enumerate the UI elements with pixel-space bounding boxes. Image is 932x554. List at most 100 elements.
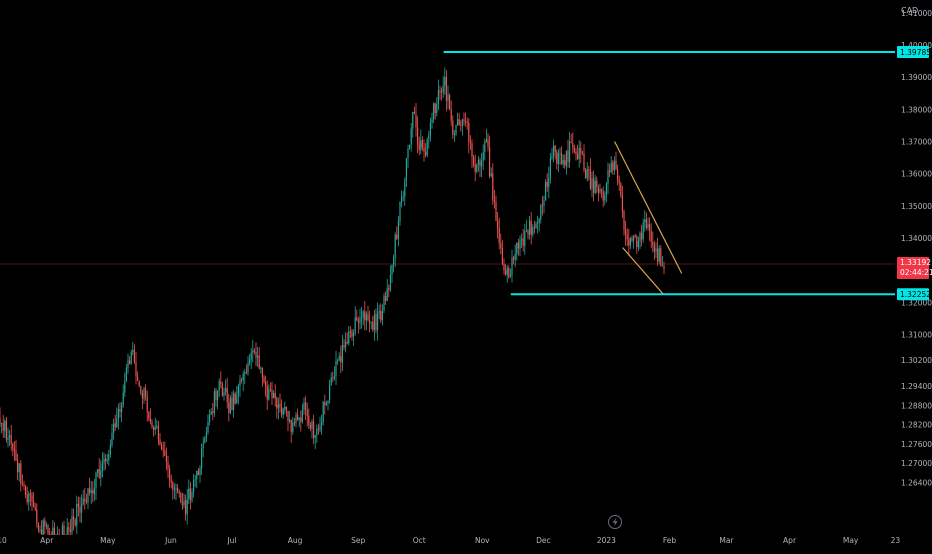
x-tick-label: Dec bbox=[536, 536, 551, 545]
candle bbox=[140, 386, 142, 394]
candle bbox=[79, 506, 81, 513]
candle bbox=[521, 238, 523, 241]
candle bbox=[634, 235, 636, 237]
candle bbox=[146, 396, 148, 412]
candle bbox=[597, 186, 599, 193]
candle bbox=[466, 121, 468, 123]
candle bbox=[407, 148, 409, 159]
candle bbox=[410, 128, 412, 145]
candle bbox=[413, 111, 415, 114]
candle bbox=[572, 143, 574, 148]
candle bbox=[68, 527, 70, 530]
candle bbox=[343, 345, 345, 348]
candle bbox=[629, 237, 631, 246]
candle bbox=[565, 150, 567, 166]
candle bbox=[76, 503, 78, 526]
candle bbox=[13, 448, 15, 452]
resistance-price-tag bbox=[897, 45, 929, 58]
candle bbox=[124, 381, 126, 393]
candle bbox=[554, 145, 556, 152]
candle bbox=[327, 400, 329, 404]
candle bbox=[385, 296, 387, 301]
lightning-icon[interactable] bbox=[608, 515, 622, 529]
candle bbox=[177, 488, 179, 492]
candle bbox=[346, 341, 348, 344]
candle bbox=[116, 418, 118, 427]
candle bbox=[396, 234, 398, 239]
candle bbox=[612, 162, 614, 171]
candle bbox=[506, 267, 508, 275]
candle bbox=[633, 235, 635, 241]
candle bbox=[209, 415, 211, 422]
y-tick-label: 1.37000 bbox=[901, 138, 932, 147]
candle bbox=[401, 198, 403, 202]
candle bbox=[476, 164, 478, 172]
candle bbox=[303, 402, 305, 410]
candle bbox=[34, 506, 36, 510]
candle bbox=[473, 156, 475, 165]
candle bbox=[205, 432, 207, 439]
candle bbox=[533, 227, 535, 229]
candle bbox=[101, 463, 103, 471]
candle bbox=[317, 428, 319, 430]
candle bbox=[625, 229, 627, 235]
x-tick-label: Jun bbox=[164, 536, 177, 545]
candle bbox=[578, 148, 580, 160]
candle bbox=[373, 314, 375, 330]
y-tick-label: 1.27000 bbox=[901, 459, 932, 468]
candle bbox=[457, 119, 459, 126]
candle bbox=[135, 362, 137, 377]
candle bbox=[549, 157, 551, 178]
candle bbox=[145, 388, 147, 397]
candle bbox=[229, 397, 231, 414]
y-tick-label: 1.29400 bbox=[901, 382, 932, 391]
candle bbox=[487, 139, 489, 148]
candle bbox=[543, 200, 545, 206]
candle bbox=[170, 479, 172, 483]
candle bbox=[10, 435, 12, 444]
candle bbox=[44, 520, 46, 526]
candle bbox=[297, 414, 299, 420]
candle bbox=[9, 435, 11, 438]
candle bbox=[524, 231, 526, 246]
candle bbox=[452, 120, 454, 135]
candle bbox=[386, 288, 388, 301]
candle bbox=[645, 219, 647, 228]
candle bbox=[477, 160, 479, 165]
time-axis[interactable]: 10 Apr May Jun Jul Aug Sep Oct Nov Dec 2023 Feb Mar A… bbox=[0, 535, 900, 550]
candle bbox=[167, 461, 169, 469]
candle bbox=[148, 411, 150, 419]
candles-layer bbox=[0, 67, 665, 554]
candle bbox=[185, 500, 187, 515]
candle bbox=[289, 419, 291, 422]
candle bbox=[345, 341, 347, 348]
candle bbox=[273, 392, 275, 399]
candle bbox=[37, 522, 39, 531]
candle bbox=[485, 139, 487, 142]
candle bbox=[121, 405, 123, 413]
candle bbox=[527, 230, 529, 235]
candle bbox=[191, 491, 193, 501]
candle bbox=[197, 470, 199, 476]
candle bbox=[610, 162, 612, 173]
y-tick-label: 1.41000 bbox=[901, 9, 932, 18]
channel-lower-line[interactable] bbox=[622, 247, 664, 295]
candle bbox=[217, 390, 219, 401]
candle bbox=[333, 376, 335, 379]
candle bbox=[377, 312, 379, 330]
candle bbox=[545, 181, 547, 201]
candle bbox=[585, 169, 587, 179]
channel-upper-line[interactable] bbox=[614, 141, 683, 274]
candle bbox=[468, 122, 470, 143]
candle bbox=[458, 119, 460, 125]
candle bbox=[98, 469, 100, 478]
candle bbox=[586, 169, 588, 179]
candle bbox=[511, 257, 513, 276]
candle bbox=[433, 103, 435, 120]
drawings-layer[interactable] bbox=[0, 50, 895, 296]
candle bbox=[465, 120, 467, 122]
candle bbox=[82, 498, 84, 505]
